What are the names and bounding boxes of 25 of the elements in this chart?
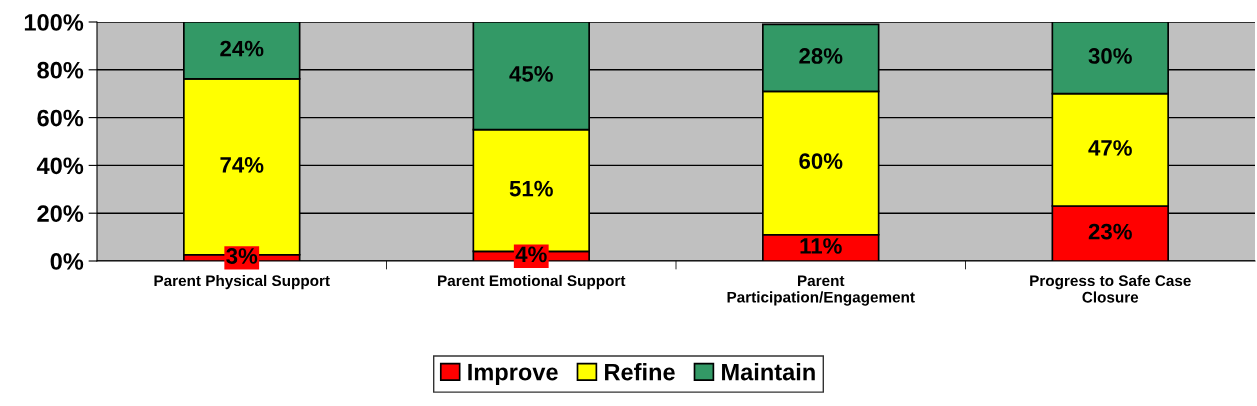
data-label: 47% (1088, 140, 1132, 156)
y-tick-label: 100% (24, 14, 84, 31)
data-label: 45% (509, 66, 553, 82)
data-label: 51% (509, 180, 553, 197)
y-tick-label: 0% (50, 253, 84, 270)
data-label: 4% (515, 246, 547, 263)
y-tick-label: 80% (37, 61, 84, 79)
x-tick-label: Progress to Safe Case Closure (1030, 274, 1191, 303)
legend-label: Maintain (722, 363, 815, 381)
y-tick-label: 20% (37, 205, 84, 222)
data-label: 3% (226, 248, 258, 264)
legend-label: Improve (468, 363, 558, 386)
data-label: 28% (799, 48, 843, 64)
data-label: 30% (1088, 48, 1132, 64)
data-label: 74% (220, 157, 264, 173)
x-tick-label: Parent Participation/Engagement (727, 275, 915, 306)
data-label: 60% (799, 153, 843, 169)
data-label: 24% (220, 40, 264, 57)
y-tick-label: 60% (37, 109, 84, 127)
data-label: 11% (800, 238, 842, 254)
x-tick-label: Parent Physical Support (154, 274, 330, 290)
y-tick-label: 40% (36, 157, 84, 175)
data-label: 23% (1088, 223, 1132, 240)
x-tick-label: Parent Emotional Support (438, 274, 626, 290)
legend-label: Refine (605, 363, 675, 381)
